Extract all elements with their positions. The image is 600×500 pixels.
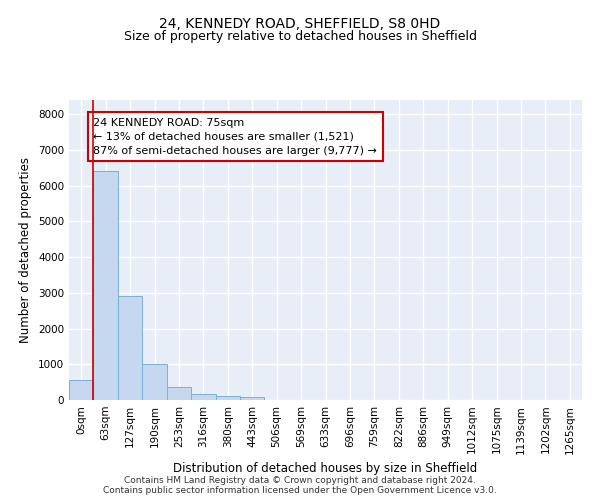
Bar <box>191 394 215 400</box>
Bar <box>142 364 167 400</box>
Text: Contains public sector information licensed under the Open Government Licence v3: Contains public sector information licen… <box>103 486 497 495</box>
Y-axis label: Number of detached properties: Number of detached properties <box>19 157 32 343</box>
Bar <box>215 396 240 400</box>
Text: Size of property relative to detached houses in Sheffield: Size of property relative to detached ho… <box>124 30 476 43</box>
X-axis label: Distribution of detached houses by size in Sheffield: Distribution of detached houses by size … <box>173 462 478 475</box>
Bar <box>94 170 118 400</box>
Bar <box>167 387 191 400</box>
Text: Contains HM Land Registry data © Crown copyright and database right 2024.: Contains HM Land Registry data © Crown c… <box>124 476 476 485</box>
Bar <box>69 380 94 400</box>
Bar <box>118 296 142 400</box>
Text: 24, KENNEDY ROAD, SHEFFIELD, S8 0HD: 24, KENNEDY ROAD, SHEFFIELD, S8 0HD <box>160 18 440 32</box>
Text: 24 KENNEDY ROAD: 75sqm
← 13% of detached houses are smaller (1,521)
87% of semi-: 24 KENNEDY ROAD: 75sqm ← 13% of detached… <box>94 118 377 156</box>
Bar <box>240 397 265 400</box>
